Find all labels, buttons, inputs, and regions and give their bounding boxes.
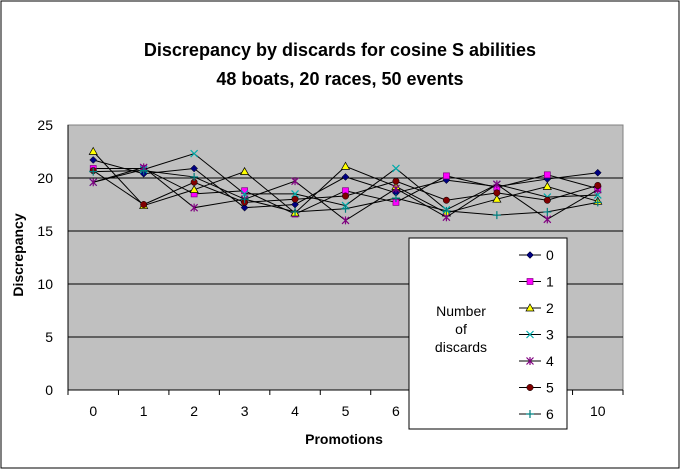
y-tick-labels: 0 5 10 15 20 25 xyxy=(37,117,53,398)
series-0-point xyxy=(341,173,350,181)
x-tick-label: 1 xyxy=(140,403,148,419)
x-tick-label: 4 xyxy=(291,403,299,419)
legend-items: 0 1 2 3 4 5 6 xyxy=(519,247,554,422)
x-tick-label: 3 xyxy=(241,403,249,419)
legend-item-3: 3 xyxy=(519,327,554,343)
x-tick-label: 6 xyxy=(392,403,400,419)
series-6-point xyxy=(89,167,98,176)
legend-item-5: 5 xyxy=(519,380,554,396)
series-6-point xyxy=(139,166,148,175)
legend-marker xyxy=(526,384,534,391)
series-6-point xyxy=(190,172,199,181)
series-0-point xyxy=(240,203,249,212)
x-tick-label: 10 xyxy=(590,403,606,419)
x-tick-label: 0 xyxy=(89,403,97,419)
chart-title: Discrepancy by discards for cosine S abi… xyxy=(144,40,536,60)
series-6-point xyxy=(593,198,602,207)
legend-marker xyxy=(526,330,534,339)
legend: Number of discards 0 1 2 3 4 5 6 xyxy=(408,237,568,430)
y-tick-label: 10 xyxy=(37,276,53,292)
series-3-point xyxy=(392,164,400,173)
series-6-point xyxy=(341,204,350,213)
series-3-point xyxy=(291,189,299,198)
series-4-point xyxy=(543,215,552,224)
series-5-point xyxy=(140,201,148,208)
series-6 xyxy=(89,166,602,220)
series-5-point xyxy=(442,196,450,204)
legend-marker xyxy=(525,303,535,312)
y-tick-label: 0 xyxy=(45,382,53,398)
series-5-point xyxy=(493,189,501,197)
series-4-point xyxy=(341,216,350,225)
series-5-point xyxy=(291,195,299,203)
legend-item-2: 2 xyxy=(519,300,554,316)
series-5-point xyxy=(543,196,551,204)
y-tick-label: 25 xyxy=(37,117,53,133)
series-2-point xyxy=(189,184,199,194)
y-axis-label: Discrepancy xyxy=(10,213,26,296)
series-0-point xyxy=(593,168,602,177)
x-axis-label: Promotions xyxy=(305,431,383,447)
x-tick-label: 2 xyxy=(190,403,198,419)
legend-title-line-1: Number xyxy=(436,303,486,319)
legend-box xyxy=(408,237,568,430)
series-6-point xyxy=(442,206,451,215)
series-5-point xyxy=(342,192,349,200)
series-5-point xyxy=(594,181,602,189)
series-layer xyxy=(88,146,603,225)
legend-marker xyxy=(526,251,534,259)
y-tick-label: 15 xyxy=(37,223,53,239)
legend-label: 4 xyxy=(546,353,554,369)
series-6-point xyxy=(291,207,300,216)
series-2-point xyxy=(88,146,98,155)
series-2-point xyxy=(340,161,351,170)
legend-label: 3 xyxy=(546,327,554,343)
legend-item-0: 0 xyxy=(519,247,554,263)
series-4-point xyxy=(89,178,98,187)
series-1-point xyxy=(543,171,551,179)
series-1-point xyxy=(443,172,450,180)
x-tick-label: 5 xyxy=(342,403,350,419)
legend-label: 0 xyxy=(546,247,554,263)
series-4 xyxy=(89,163,602,225)
legend-label: 1 xyxy=(546,274,554,290)
series-6-point xyxy=(492,211,501,220)
legend-marker xyxy=(526,410,534,418)
legend-label: 2 xyxy=(546,300,554,316)
legend-item-6: 6 xyxy=(519,406,554,422)
series-4-point xyxy=(392,184,400,193)
series-6-point xyxy=(240,195,249,204)
series-0-point xyxy=(190,164,198,173)
y-tick-label: 5 xyxy=(45,329,53,345)
series-2-point xyxy=(542,181,552,190)
legend-title-line-3: discards xyxy=(435,339,487,355)
series-6-point xyxy=(391,194,400,203)
legend-label: 6 xyxy=(546,406,554,422)
legend-item-1: 1 xyxy=(519,274,554,290)
series-2-point xyxy=(492,194,502,203)
series-6-point xyxy=(543,207,552,216)
series-4-point xyxy=(291,177,299,186)
legend-item-4: 4 xyxy=(519,353,554,369)
series-0 xyxy=(89,156,602,212)
series-4-point xyxy=(492,180,501,189)
legend-label: 5 xyxy=(546,380,554,396)
series-5-point xyxy=(392,177,400,185)
series-0-point xyxy=(89,156,98,164)
legend-title-line-2: of xyxy=(455,321,467,337)
y-tick-label: 20 xyxy=(37,170,53,186)
legend-marker xyxy=(526,278,534,285)
series-2-point xyxy=(239,166,250,175)
chart-subtitle: 48 boats, 20 races, 50 events xyxy=(216,69,463,89)
series-3-point xyxy=(190,149,199,158)
legend-marker xyxy=(526,357,534,365)
series-4-point xyxy=(190,203,199,212)
